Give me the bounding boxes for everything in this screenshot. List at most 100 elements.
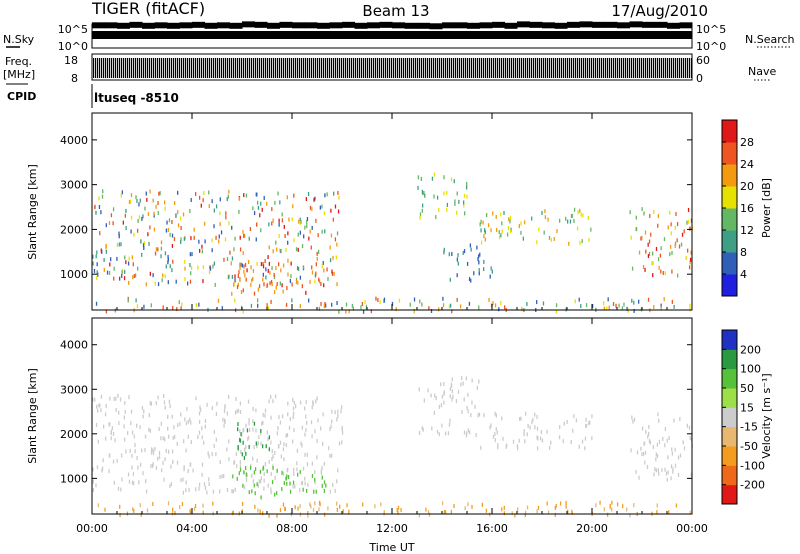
data-cell (558, 435, 561, 440)
data-cell (152, 198, 154, 203)
data-cell (281, 414, 284, 419)
data-cell (224, 420, 226, 425)
noise-bar (117, 22, 130, 29)
data-cell (500, 301, 502, 306)
data-cell (189, 417, 191, 422)
data-cell (331, 409, 333, 414)
noise-bars (92, 21, 693, 39)
freq-bar (219, 58, 221, 78)
freq-bar (167, 58, 169, 78)
data-cell (118, 410, 120, 415)
freq-bar (365, 58, 367, 78)
data-cell (149, 271, 152, 276)
freq-bar (527, 58, 529, 78)
data-cell (309, 279, 311, 284)
data-cell (581, 439, 584, 444)
data-cell (124, 213, 127, 218)
data-cell (668, 510, 670, 515)
data-cell (657, 223, 659, 228)
data-cell (449, 394, 451, 399)
data-cell (566, 419, 568, 424)
data-cell (301, 284, 303, 289)
nave-tick-low: 0 (696, 72, 703, 85)
data-cell (104, 507, 106, 512)
freq-bar (481, 58, 483, 78)
data-cell (279, 248, 281, 253)
data-cell (655, 246, 658, 251)
data-cell (114, 308, 117, 313)
data-cell (316, 251, 318, 256)
data-cell (559, 501, 562, 506)
data-cell (123, 276, 126, 281)
data-cell (323, 480, 326, 485)
freq-bar (131, 58, 133, 78)
data-cell (255, 222, 258, 227)
freq-bar (95, 58, 97, 78)
data-cell (323, 211, 326, 216)
data-cell (120, 453, 123, 458)
data-cell (167, 426, 169, 431)
data-cell (241, 501, 244, 506)
data-cell (435, 396, 437, 401)
freq-label: Freq. (5, 55, 32, 68)
noise-bar (442, 22, 455, 29)
data-cell (268, 435, 271, 440)
data-cell (219, 489, 221, 494)
data-cell (231, 489, 233, 494)
noise-bar (429, 23, 443, 30)
freq-bar (225, 58, 227, 78)
data-cell (509, 219, 511, 224)
data-cell (161, 278, 163, 283)
data-cell (575, 418, 578, 423)
data-cell (609, 503, 611, 508)
data-cell (102, 424, 105, 429)
data-cell (104, 436, 107, 441)
data-cell (433, 194, 435, 199)
freq-bar (233, 58, 235, 78)
data-cell (261, 444, 264, 449)
data-cell (565, 500, 567, 505)
data-cell (304, 432, 306, 437)
data-cell (585, 423, 587, 428)
data-cell (532, 417, 534, 422)
data-cell (306, 452, 308, 457)
data-cell (261, 207, 263, 212)
data-cell (555, 303, 558, 308)
data-cell (282, 447, 285, 452)
data-cell (658, 471, 660, 476)
data-cell (311, 270, 314, 275)
freq-bar (667, 58, 669, 78)
data-cell (195, 303, 198, 308)
data-cell (536, 435, 538, 440)
data-cell (517, 446, 519, 451)
freq-bar (675, 58, 677, 78)
data-cell (579, 240, 581, 245)
data-cell (148, 427, 150, 432)
data-cell (203, 191, 205, 196)
data-cell (152, 448, 154, 453)
noise-bar (479, 22, 493, 29)
data-cell (138, 480, 140, 485)
data-cell (306, 220, 308, 225)
data-cell (287, 258, 289, 263)
data-cell (573, 414, 575, 419)
data-cell (281, 487, 283, 492)
freq-bar (151, 58, 153, 78)
noise-bar (679, 22, 693, 29)
freq-bar (641, 58, 643, 78)
data-cell (130, 421, 132, 426)
data-cell (464, 506, 466, 511)
data-cell (158, 427, 160, 432)
data-cell (212, 489, 215, 494)
freq-bar (661, 58, 663, 78)
data-cell (242, 440, 244, 445)
data-cell (154, 281, 156, 286)
data-cell (644, 267, 646, 272)
data-cell (117, 486, 120, 491)
data-cell (497, 443, 499, 448)
data-cell (246, 428, 249, 433)
data-cell (289, 279, 292, 284)
data-cell (155, 465, 158, 470)
data-cell (297, 247, 299, 252)
data-cell (189, 263, 191, 268)
